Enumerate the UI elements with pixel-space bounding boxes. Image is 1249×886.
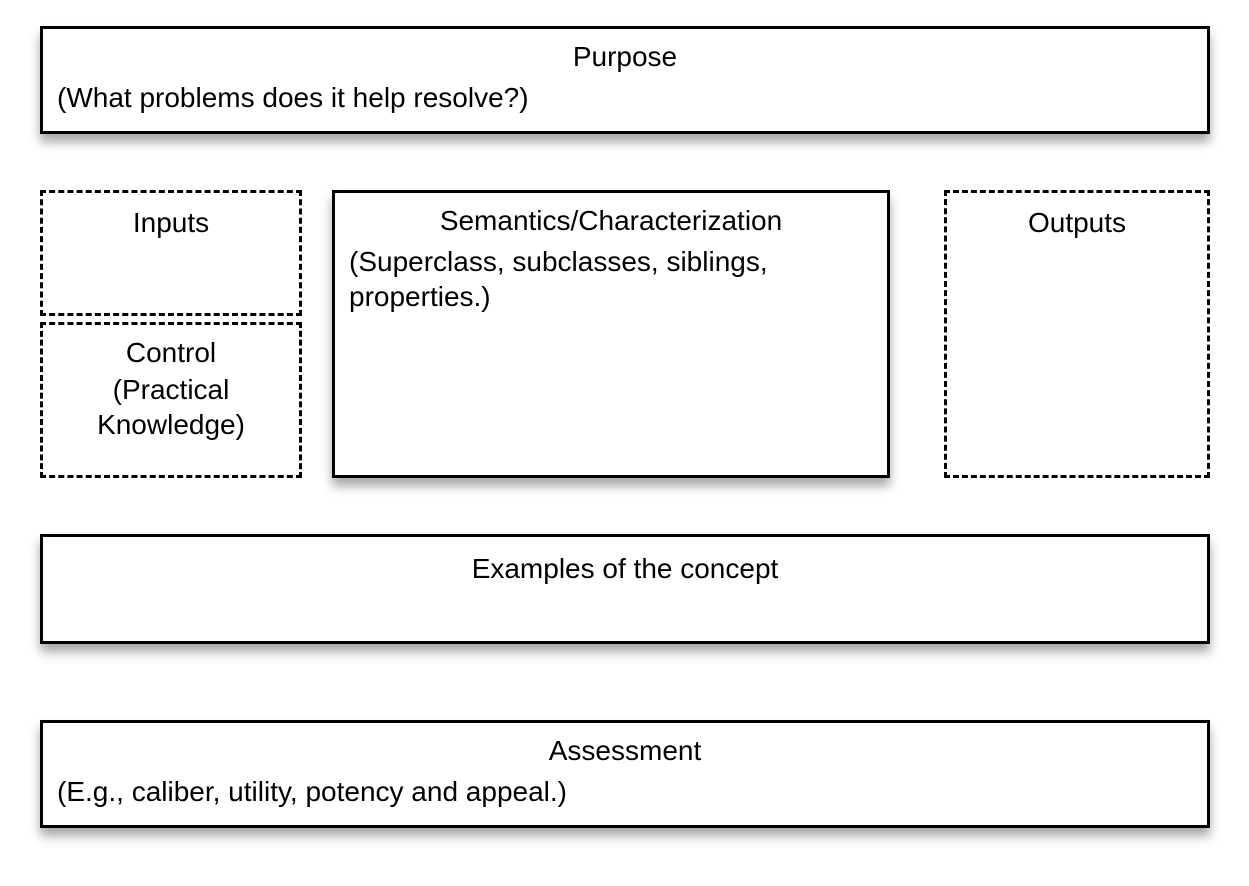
box-inputs: Inputs — [40, 190, 302, 316]
box-outputs: Outputs — [944, 190, 1210, 478]
box-semantics: Semantics/Characterization (Superclass, … — [332, 190, 890, 478]
control-subtitle: (Practical Knowledge) — [43, 370, 299, 442]
box-purpose: Purpose (What problems does it help reso… — [40, 26, 1210, 134]
inputs-title: Inputs — [43, 193, 299, 240]
semantics-subtitle: (Superclass, subclasses, siblings, prope… — [335, 238, 887, 314]
diagram-stage: Purpose (What problems does it help reso… — [0, 0, 1249, 886]
purpose-title: Purpose — [43, 29, 1207, 74]
control-title: Control — [43, 325, 299, 370]
box-control: Control (Practical Knowledge) — [40, 322, 302, 478]
assessment-title: Assessment — [43, 723, 1207, 768]
examples-title: Examples of the concept — [43, 537, 1207, 586]
assessment-subtitle: (E.g., caliber, utility, potency and app… — [43, 768, 1207, 809]
box-examples: Examples of the concept — [40, 534, 1210, 644]
semantics-title: Semantics/Characterization — [335, 193, 887, 238]
outputs-title: Outputs — [947, 193, 1207, 240]
box-assessment: Assessment (E.g., caliber, utility, pote… — [40, 720, 1210, 828]
purpose-subtitle: (What problems does it help resolve?) — [43, 74, 1207, 115]
